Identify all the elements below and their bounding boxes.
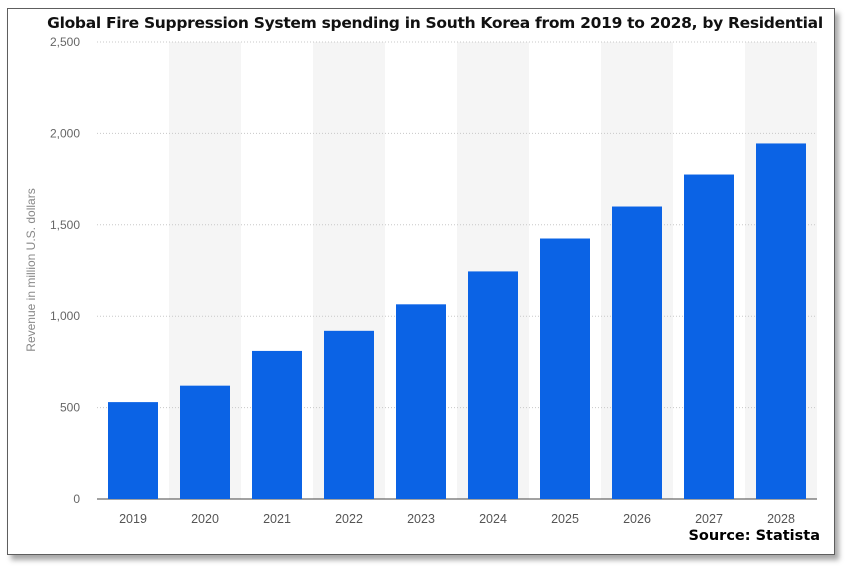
x-tick-label: 2028 bbox=[767, 512, 795, 526]
bar-2028 bbox=[756, 143, 806, 500]
bar-2023 bbox=[396, 304, 446, 499]
x-tick-label: 2024 bbox=[479, 512, 507, 526]
y-tick-label: 0 bbox=[73, 492, 80, 506]
bar-2026 bbox=[612, 206, 662, 499]
x-tick-label: 2021 bbox=[263, 512, 291, 526]
x-tick-label: 2019 bbox=[119, 512, 147, 526]
source-label: Source: Statista bbox=[688, 528, 820, 544]
chart-title: Global Fire Suppression System spending … bbox=[47, 14, 823, 32]
bar-2020 bbox=[180, 385, 230, 499]
bar-2024 bbox=[468, 271, 518, 499]
x-tick-label: 2020 bbox=[191, 512, 219, 526]
bar-2022 bbox=[324, 330, 374, 499]
bar-2021 bbox=[252, 350, 302, 499]
y-tick-label: 2,000 bbox=[50, 126, 80, 140]
y-axis-label: Revenue in million U.S. dollars bbox=[24, 188, 38, 352]
bar-2027 bbox=[684, 174, 734, 499]
y-tick-label: 1,500 bbox=[50, 218, 80, 232]
x-tick-label: 2025 bbox=[551, 512, 579, 526]
x-tick-label: 2026 bbox=[623, 512, 651, 526]
bar-2019 bbox=[108, 402, 158, 499]
x-tick-label: 2022 bbox=[335, 512, 363, 526]
x-tick-label: 2027 bbox=[695, 512, 723, 526]
y-tick-label: 2,500 bbox=[50, 35, 80, 49]
x-tick-label: 2023 bbox=[407, 512, 435, 526]
y-tick-label: 1,000 bbox=[50, 309, 80, 323]
bar-2025 bbox=[540, 238, 590, 499]
y-tick-label: 500 bbox=[60, 401, 80, 415]
